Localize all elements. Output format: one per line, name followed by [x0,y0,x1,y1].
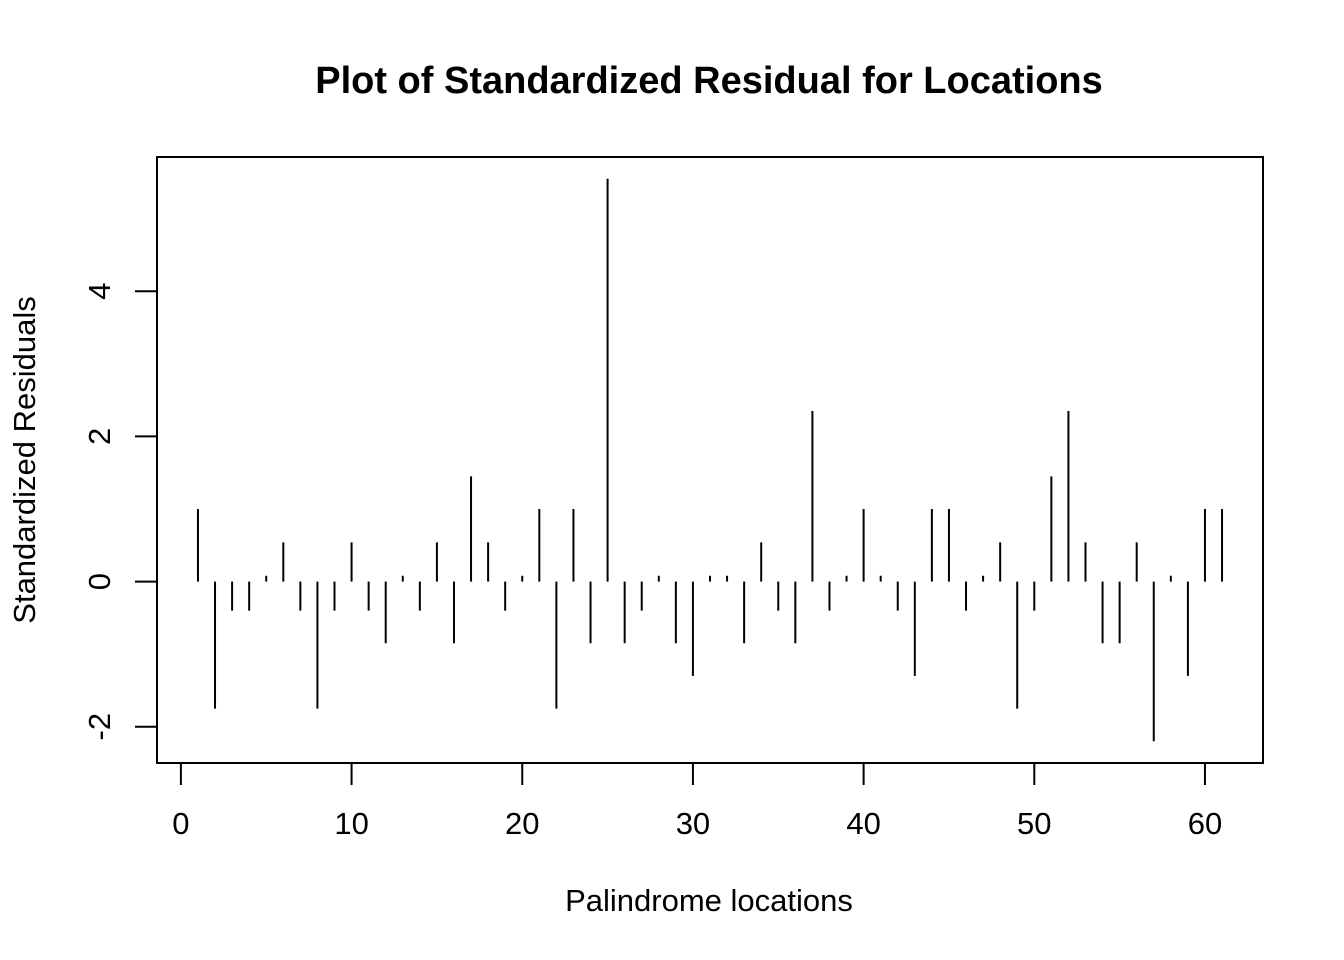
chart-title: Plot of Standardized Residual for Locati… [315,60,1103,102]
y-axis-label: Standardized Residuals [7,296,42,623]
residual-bars [196,178,1224,742]
x-tick-label: 40 [846,806,880,841]
y-tick-label: 2 [82,428,117,445]
x-axis: 0 10 20 30 40 50 60 [172,762,1222,841]
y-tick-label: 0 [82,573,117,590]
x-tick-label: 0 [172,806,189,841]
x-tick-label: 30 [676,806,710,841]
y-tick-label: -2 [82,713,117,741]
plot-frame [156,156,1264,764]
y-tick-label: 4 [82,283,117,300]
x-tick-label: 10 [334,806,368,841]
y-axis: -2 0 2 4 [82,283,158,741]
x-tick-label: 60 [1188,806,1222,841]
x-tick-label: 20 [505,806,539,841]
x-axis-label: Palindrome locations [565,883,853,918]
x-tick-label: 50 [1017,806,1051,841]
